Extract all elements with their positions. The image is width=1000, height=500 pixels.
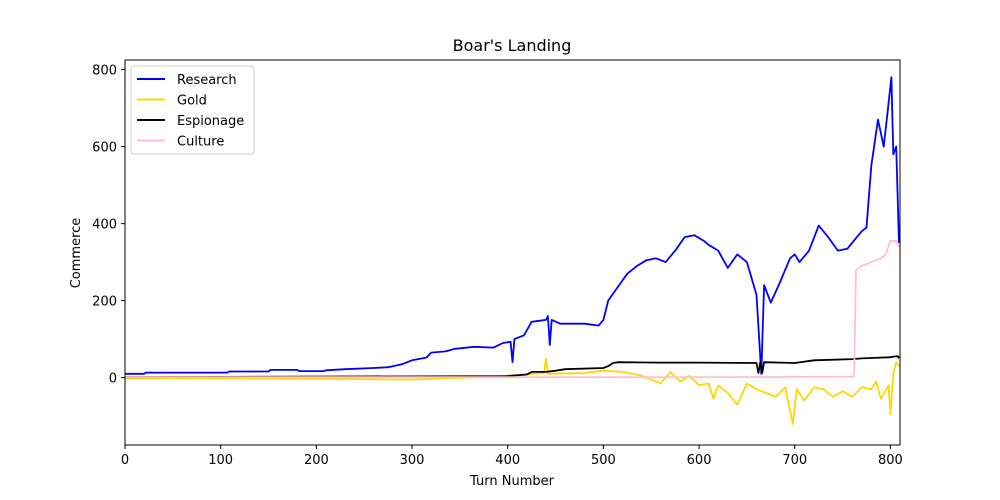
x-tick-label: 100	[208, 453, 233, 468]
legend-box	[130, 65, 255, 155]
x-tick-label: 500	[591, 453, 616, 468]
x-tick-label: 300	[400, 453, 425, 468]
x-tick-label: 400	[495, 453, 520, 468]
legend: Research Gold Espionage Culture	[130, 65, 255, 155]
x-tick-label: 800	[878, 453, 903, 468]
x-tick-label: 700	[782, 453, 807, 468]
legend-label-gold: Gold	[177, 94, 207, 109]
x-tick-label: 0	[121, 453, 129, 468]
y-tick-label: 0	[109, 372, 117, 387]
x-axis: 0 100 200 300 400 500 600 700 800	[121, 445, 903, 468]
chart-title: Boar's Landing	[453, 36, 572, 55]
y-tick-label: 600	[92, 141, 117, 156]
y-tick-label: 200	[92, 295, 117, 310]
series-line-gold	[125, 357, 900, 425]
series-line-research	[125, 76, 900, 375]
y-axis: 0 200 400 600 800	[92, 64, 125, 387]
y-tick-label: 800	[92, 64, 117, 79]
series-line-espionage	[125, 355, 900, 379]
series-layer	[125, 76, 900, 425]
x-tick-label: 600	[687, 453, 712, 468]
plot-frame	[124, 59, 901, 446]
y-tick-label: 400	[92, 218, 117, 233]
x-axis-label: Turn Number	[469, 474, 555, 489]
x-tick-label: 200	[304, 453, 329, 468]
series-line-culture	[125, 239, 900, 379]
y-axis-label: Commerce	[69, 218, 84, 289]
legend-label-research: Research	[177, 73, 237, 88]
legend-label-espionage: Espionage	[177, 114, 244, 129]
legend-label-culture: Culture	[177, 135, 224, 150]
